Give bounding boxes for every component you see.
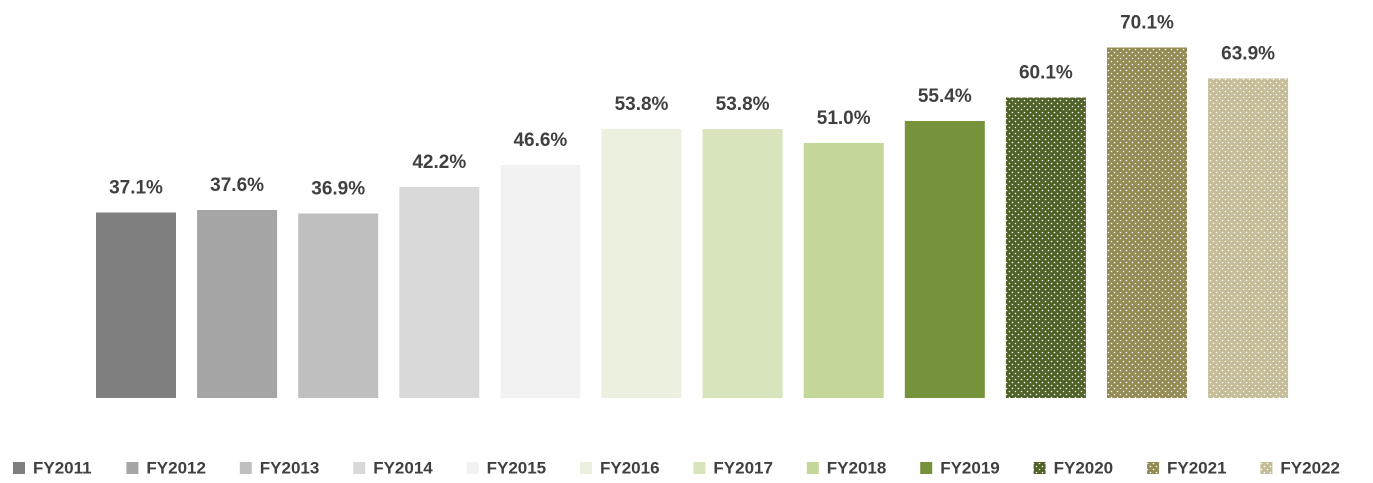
legend-swatch	[353, 462, 366, 474]
legend-swatch	[1260, 462, 1273, 474]
bar	[803, 143, 884, 398]
legend-label: FY2022	[1280, 458, 1340, 477]
data-label: 60.1%	[1019, 63, 1073, 84]
legend-label: FY2018	[827, 458, 887, 477]
data-label: 46.6%	[513, 130, 567, 151]
legend-swatch	[126, 462, 139, 474]
bar	[1208, 78, 1289, 398]
legend-swatch	[466, 462, 479, 474]
data-label: 42.2%	[412, 152, 466, 173]
legend-swatch	[239, 462, 252, 474]
data-label: 37.6%	[210, 175, 264, 196]
legend-swatch	[920, 462, 933, 474]
legend-swatch	[693, 462, 706, 474]
data-label: 36.9%	[311, 179, 365, 200]
bar	[904, 121, 985, 398]
legend-swatch	[13, 462, 25, 474]
bar	[601, 129, 682, 398]
legend-label: FY2021	[1167, 458, 1227, 477]
data-label: 37.1%	[109, 178, 163, 199]
legend-swatch	[806, 462, 819, 474]
data-label: 55.4%	[918, 86, 972, 107]
legend-label: FY2017	[713, 458, 773, 477]
legend-swatch	[580, 462, 592, 474]
bar	[298, 213, 379, 398]
bar	[197, 210, 278, 398]
data-label: 63.9%	[1221, 44, 1275, 65]
data-label: 53.8%	[615, 94, 669, 115]
legend-label: FY2012	[146, 458, 206, 477]
legend-swatch	[1147, 462, 1159, 474]
legend-label: FY2011	[33, 458, 92, 477]
legend-label: FY2020	[1054, 458, 1114, 477]
bar	[399, 187, 480, 398]
bar	[96, 212, 176, 398]
legend-swatch	[1033, 462, 1046, 474]
bar	[1107, 47, 1187, 398]
data-label: 51.0%	[817, 108, 871, 129]
data-label: 70.1%	[1120, 13, 1174, 34]
legend-label: FY2019	[940, 458, 1000, 477]
legend-label: FY2013	[260, 458, 320, 477]
legend-label: FY2014	[373, 458, 433, 477]
bar	[500, 165, 581, 398]
data-label: 53.8%	[716, 94, 770, 115]
bar	[1005, 97, 1086, 398]
legend-label: FY2015	[487, 458, 547, 477]
legend-label: FY2016	[600, 458, 660, 477]
bar	[702, 129, 783, 398]
